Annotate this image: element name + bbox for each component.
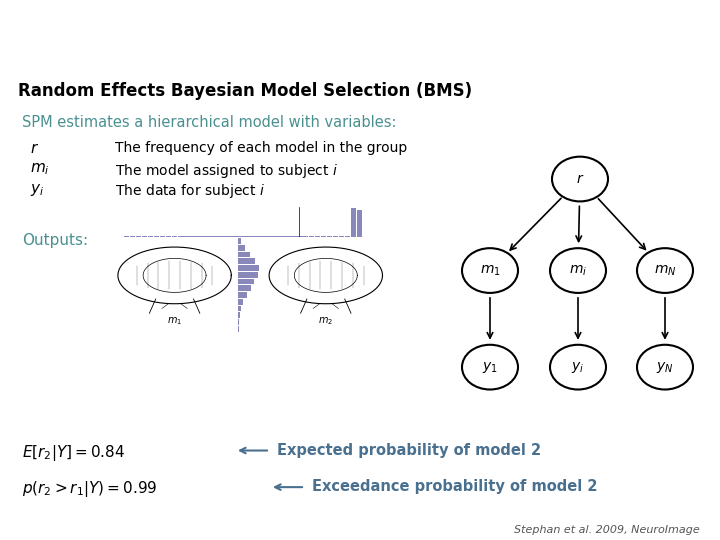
Text: $E[r_2|Y] = 0.84$: $E[r_2|Y] = 0.84$ [22, 443, 125, 463]
Bar [274, 236, 279, 237]
Text: $y_i$: $y_i$ [572, 360, 585, 375]
Text: $m_i$: $m_i$ [569, 264, 587, 278]
Bar [220, 236, 225, 237]
Text: $r$: $r$ [30, 141, 39, 157]
Text: Outputs:: Outputs: [22, 233, 88, 248]
Text: Expected probability of model 2: Expected probability of model 2 [277, 443, 541, 458]
Bar [178, 236, 183, 237]
Bar [238, 236, 243, 237]
Ellipse shape [637, 248, 693, 293]
Ellipse shape [637, 345, 693, 389]
Bar [243, 236, 248, 237]
Bar [231, 236, 237, 237]
Text: $y_1$: $y_1$ [482, 360, 498, 375]
Text: The model assigned to subject $i$: The model assigned to subject $i$ [115, 162, 338, 180]
Ellipse shape [462, 345, 518, 389]
Bar [238, 299, 243, 305]
Bar [328, 236, 333, 237]
Text: $y_i$: $y_i$ [30, 182, 45, 198]
Ellipse shape [462, 248, 518, 293]
Bar [261, 236, 266, 237]
Bar [153, 236, 158, 237]
Bar [303, 236, 308, 237]
Text: $y_N$: $y_N$ [656, 360, 674, 375]
Bar [238, 319, 239, 325]
Text: $m_1$: $m_1$ [167, 315, 182, 327]
Text: The frequency of each model in the group: The frequency of each model in the group [115, 141, 408, 156]
Bar [292, 236, 297, 237]
Text: ✝UCL: ✝UCL [618, 16, 702, 44]
Bar [148, 236, 153, 237]
Bar [238, 312, 240, 318]
Bar [310, 236, 315, 237]
Bar [142, 236, 147, 237]
Bar [256, 236, 261, 237]
Bar [238, 285, 251, 291]
Text: $m_1$: $m_1$ [480, 264, 500, 278]
Text: $m_i$: $m_i$ [30, 162, 50, 178]
Bar [351, 208, 356, 237]
Bar [315, 236, 320, 237]
Text: Stephan et al. 2009, NeuroImage: Stephan et al. 2009, NeuroImage [514, 525, 700, 535]
Bar [238, 258, 256, 264]
Text: Exceedance probability of model 2: Exceedance probability of model 2 [312, 479, 598, 494]
Bar [346, 236, 351, 237]
Bar [339, 236, 344, 237]
Text: $p(r_2 > r_1|Y) = 0.99$: $p(r_2 > r_1|Y) = 0.99$ [22, 479, 158, 499]
Ellipse shape [550, 248, 606, 293]
Bar [238, 272, 258, 278]
Text: SPM estimates a hierarchical model with variables:: SPM estimates a hierarchical model with … [22, 115, 397, 130]
Bar [135, 236, 140, 237]
Bar [160, 236, 165, 237]
Bar [267, 236, 273, 237]
Bar [207, 236, 212, 237]
Bar [279, 236, 284, 237]
Bar [285, 236, 290, 237]
Bar [238, 306, 241, 312]
Text: $m_N$: $m_N$ [654, 264, 676, 278]
Bar [357, 210, 362, 237]
Bar [321, 236, 326, 237]
Bar [238, 265, 258, 271]
Bar [297, 236, 302, 237]
Bar [202, 236, 207, 237]
Bar [333, 236, 338, 237]
Bar [225, 236, 230, 237]
Bar [238, 238, 240, 244]
Bar [124, 236, 129, 237]
Bar [166, 236, 171, 237]
Text: Random Effects Bayesian Model Selection (BMS): Random Effects Bayesian Model Selection … [18, 83, 472, 100]
Ellipse shape [552, 157, 608, 201]
Bar [189, 236, 194, 237]
Bar [238, 292, 247, 298]
Bar [238, 245, 245, 251]
Bar [130, 236, 135, 237]
Bar [213, 236, 219, 237]
Bar [171, 236, 176, 237]
Bar [238, 279, 254, 285]
Ellipse shape [550, 345, 606, 389]
Text: $m_2$: $m_2$ [318, 315, 333, 327]
Bar [249, 236, 255, 237]
Text: The data for subject $i$: The data for subject $i$ [115, 182, 265, 200]
Bar [238, 252, 251, 258]
Bar [184, 236, 189, 237]
Text: $r$: $r$ [576, 172, 584, 186]
Bar [196, 236, 201, 237]
